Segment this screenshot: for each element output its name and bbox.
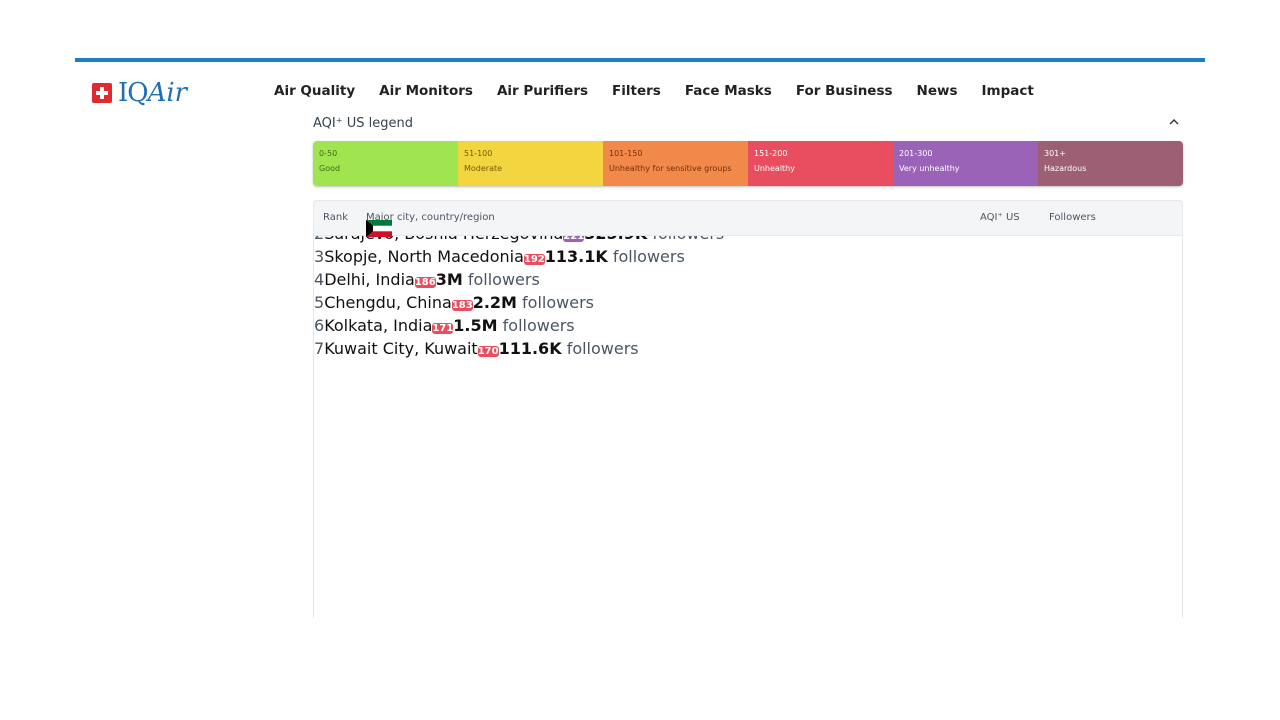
followers: 111.6K followers [499, 339, 639, 358]
rank: 3 [314, 247, 325, 266]
city-name[interactable]: Kolkata, India [324, 316, 433, 335]
column-header: Rank [323, 212, 348, 223]
aqi-badge: 192 [523, 254, 545, 265]
nav-link[interactable]: News [916, 83, 958, 99]
flag [366, 220, 392, 237]
nav: Air Quality Air Monitors Air Purifiers Filt… [274, 83, 1058, 99]
logo-icon [92, 83, 112, 103]
nav-link[interactable]: Air Monitors [379, 83, 473, 99]
legend-range: 301+ [1044, 149, 1066, 158]
city-name[interactable]: Delhi, India [324, 270, 415, 289]
aqi-badge: 183 [451, 300, 473, 311]
legend-title: AQI⁺ US legend [313, 116, 413, 131]
table-row: 3 Skopje, North Macedonia192113.1K follow… [314, 220, 1182, 270]
nav-link[interactable]: Impact [981, 83, 1034, 99]
followers-unit: followers [522, 293, 594, 312]
logo[interactable]: IQ Air [92, 78, 187, 108]
followers: 2.2M followers [473, 293, 594, 312]
aqi-badge: 171 [432, 323, 454, 334]
legend-range: 151-200 [754, 149, 788, 158]
rank: 7 [314, 339, 325, 358]
legend-bar: 0-50 Good 51-100 Moderate 101-150 Unhealthy f… [313, 141, 1183, 186]
nav-link[interactable]: Air Purifiers [496, 83, 589, 99]
aqi-badge: 186 [414, 277, 436, 288]
column-header: Major city, country/region [366, 212, 495, 223]
followers-count: 3M [435, 270, 463, 289]
aqi-badge: 170 [477, 346, 499, 357]
legend-level: 201-300 Very unhealthy [893, 141, 1038, 186]
table-row: 7 Kuwait City, Kuwait170111.6K followers [314, 220, 1182, 362]
followers: 113.1K followers [545, 247, 685, 266]
legend-level: 51-100 Moderate [458, 141, 603, 186]
legend-label: Moderate [464, 164, 503, 173]
table-row: 6 Kolkata, India1711.5M followers [314, 220, 1182, 339]
column-header: AQI⁺ US [980, 212, 1020, 223]
legend-label: Unhealthy for sensitive groups [609, 164, 732, 173]
followers-count: 2.2M [472, 293, 517, 312]
nav-link[interactable]: Filters [612, 83, 661, 99]
legend-label: Hazardous [1044, 164, 1087, 173]
logo-text-accent: Air [147, 78, 188, 108]
followers-unit: followers [502, 316, 575, 335]
city-name[interactable]: Chengdu, China [324, 293, 452, 312]
ranking-table: Rank Major city, country/region AQI⁺ US Fol… [313, 200, 1183, 618]
legend-level: 151-200 Unhealthy [748, 141, 893, 186]
rank: 6 [314, 316, 325, 335]
legend-level: 0-50 Good [313, 141, 458, 186]
nav-link[interactable]: Face Masks [684, 83, 772, 99]
followers-unit: followers [566, 339, 639, 358]
table-header: Rank Major city, country/region AQI⁺ US Fol… [314, 201, 1182, 236]
legend-label: Unhealthy [754, 164, 795, 173]
legend-level: 101-150 Unhealthy for sensitive groups [603, 141, 748, 186]
column-header: Followers [1049, 212, 1096, 223]
nav-link[interactable]: For Business [795, 83, 893, 99]
followers-count: 1.5M [453, 316, 498, 335]
city-name[interactable]: Kuwait City, Kuwait [324, 339, 478, 358]
collapse-toggle[interactable] [1168, 116, 1180, 128]
legend-range: 51-100 [464, 149, 493, 158]
city-name[interactable]: Skopje, North Macedonia [324, 247, 524, 266]
table-row: 5 Chengdu, China1832.2M followers [314, 220, 1182, 316]
legend-level: 301+ Hazardous [1038, 141, 1183, 186]
followers: 3M followers [436, 270, 540, 289]
followers-unit: followers [612, 247, 685, 266]
aqi-badge: 221 [563, 231, 585, 242]
rank: 5 [314, 293, 325, 312]
nav-link[interactable]: Air Quality [274, 83, 356, 99]
legend-label: Very unhealthy [899, 164, 960, 173]
table-row: 4 Delhi, India1863M followers [314, 220, 1182, 293]
legend-range: 201-300 [899, 149, 933, 158]
followers: 1.5M followers [453, 316, 574, 335]
legend-label: Good [319, 164, 341, 173]
followers-count: 111.6K [498, 339, 562, 358]
legend-range: 101-150 [609, 149, 643, 158]
top-line [75, 58, 1205, 62]
rank: 4 [314, 270, 325, 289]
logo-text: IQ [118, 78, 149, 108]
followers-unit: followers [467, 270, 540, 289]
followers-count: 113.1K [544, 247, 608, 266]
legend-range: 0-50 [319, 149, 338, 158]
